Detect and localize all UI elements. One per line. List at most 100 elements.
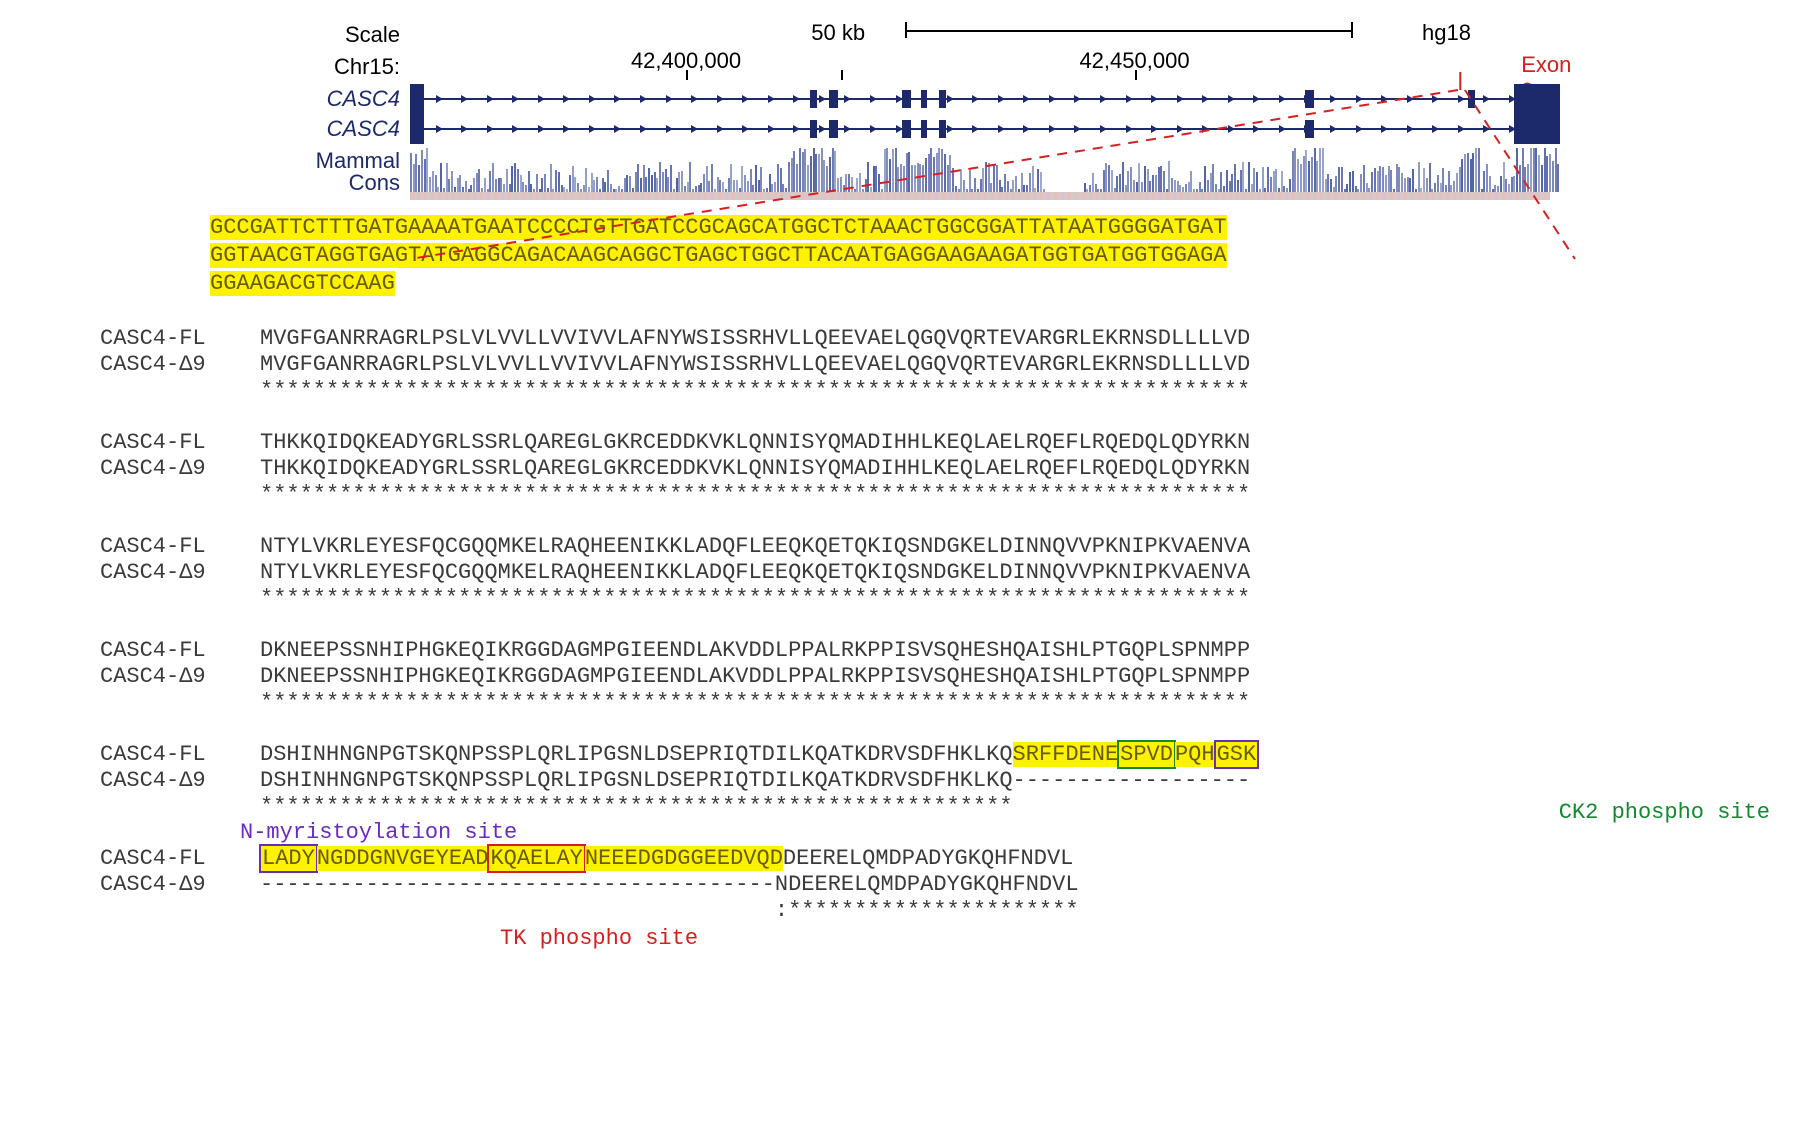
cons-bar — [1116, 176, 1118, 192]
cons-bar — [958, 189, 960, 192]
cons-bar — [930, 148, 932, 192]
cons-bar — [815, 154, 817, 192]
cons-bar — [1382, 167, 1384, 192]
cons-bar — [465, 181, 467, 192]
cons-bar — [1497, 186, 1499, 192]
cons-bar — [1010, 189, 1012, 192]
cons-bar — [541, 178, 543, 192]
direction-arrow-icon — [1407, 95, 1414, 103]
direction-arrow-icon — [589, 125, 596, 133]
cons-bar — [917, 163, 919, 192]
cons-bar — [1185, 184, 1187, 192]
cons-bar — [1188, 182, 1190, 192]
cons-bar — [1505, 179, 1507, 192]
direction-arrow-icon — [461, 95, 468, 103]
cons-bar — [624, 178, 626, 192]
cons-bar — [552, 189, 554, 192]
cons-bar — [1360, 174, 1362, 192]
cons-bar — [1196, 189, 1198, 192]
direction-arrow-icon — [1381, 125, 1388, 133]
cons-bar — [925, 158, 927, 192]
cons-bar — [1481, 189, 1483, 192]
cons-bar — [703, 174, 705, 192]
cons-bar — [952, 168, 954, 192]
cons-bar — [1100, 189, 1102, 192]
cons-bar — [547, 188, 549, 192]
cons-baseline — [410, 192, 1550, 200]
cons-bar — [1133, 180, 1135, 192]
cons-bar — [1294, 148, 1296, 192]
cons-bar — [1158, 167, 1160, 192]
cons-bar — [774, 182, 776, 192]
exon-thin — [902, 90, 911, 108]
cons-bar — [1404, 178, 1406, 192]
exon-thin — [902, 120, 911, 138]
cons-bar — [1450, 185, 1452, 192]
seq-fl-tail: DEERELQMDPADYGKQHFNDVL — [783, 846, 1073, 871]
cons-bar — [881, 189, 883, 192]
cons-bar — [1032, 166, 1034, 192]
cons-bar — [1483, 171, 1485, 192]
cons-bar — [1357, 189, 1359, 192]
cons-bar — [1346, 184, 1348, 192]
cons-bar — [588, 187, 590, 192]
direction-arrow-icon — [512, 125, 519, 133]
cons-bar — [999, 180, 1001, 192]
nt-line: GCCGATTCTTTGATGAAAATGAATCCCCTGTTGATCCGCA… — [210, 214, 1370, 242]
direction-arrow-icon — [793, 95, 800, 103]
cons-bar — [1396, 164, 1398, 192]
myr-box-2: LADY — [259, 844, 318, 873]
seq-name: CASC4-Δ9 — [100, 768, 260, 794]
direction-arrow-icon — [1458, 95, 1465, 103]
cons-bar — [725, 189, 727, 192]
cons-bar — [429, 177, 431, 192]
cons-bar — [596, 177, 598, 192]
cons-bar — [717, 177, 719, 192]
cons-label: Mammal Cons — [250, 150, 410, 194]
direction-arrow-icon — [972, 95, 979, 103]
cons-bar — [604, 182, 606, 192]
cons-bar — [873, 166, 875, 192]
seq-d9: DKNEEPSSNHIPHGKEQIKRGGDAGMPGIEENDLAKVDDL… — [260, 664, 1250, 689]
seq-name: CASC4-Δ9 — [100, 872, 260, 898]
direction-arrow-icon — [512, 95, 519, 103]
cons-bar — [593, 180, 595, 192]
myr-box-1: GSK — [1214, 740, 1260, 769]
cons-bar — [525, 185, 527, 192]
direction-arrow-icon — [1279, 125, 1286, 133]
cons-bar — [1385, 175, 1387, 192]
cons-bar — [747, 181, 749, 192]
cons-bar — [1409, 178, 1411, 192]
cons-bar — [1494, 185, 1496, 192]
cons-bar — [736, 180, 738, 192]
cons-bar — [1464, 154, 1466, 192]
cons-bar — [752, 185, 754, 192]
cons-bar — [730, 164, 732, 192]
alignment-block: CASC4-FLTHKKQIDQKEADYGRLSSRLQAREGLGKRCED… — [100, 430, 1760, 508]
direction-arrow-icon — [1253, 125, 1260, 133]
cons-bar — [1144, 166, 1146, 192]
cons-bar — [744, 175, 746, 192]
cons-bar — [1264, 188, 1266, 192]
cons-bar — [906, 153, 908, 192]
cons-bar — [974, 178, 976, 192]
cons-bar — [659, 162, 661, 192]
cons-bar — [796, 164, 798, 192]
cons-bar — [687, 182, 689, 192]
cons-bar — [629, 176, 631, 192]
cons-bar — [1103, 170, 1105, 192]
cons-bar — [793, 151, 795, 192]
direction-arrow-icon — [844, 95, 851, 103]
cons-bar — [1086, 189, 1088, 192]
seq-name: CASC4-Δ9 — [100, 352, 260, 378]
direction-arrow-icon — [563, 95, 570, 103]
intron-line — [410, 128, 1550, 130]
cons-bar — [1286, 188, 1288, 192]
cons-bar — [955, 186, 957, 192]
cons-bar — [1089, 185, 1091, 192]
cons-bar — [1461, 159, 1463, 192]
cons-bar — [1555, 148, 1557, 192]
cons-bar — [1281, 171, 1283, 192]
cons-bar — [813, 148, 815, 192]
cons-bar — [739, 188, 741, 192]
